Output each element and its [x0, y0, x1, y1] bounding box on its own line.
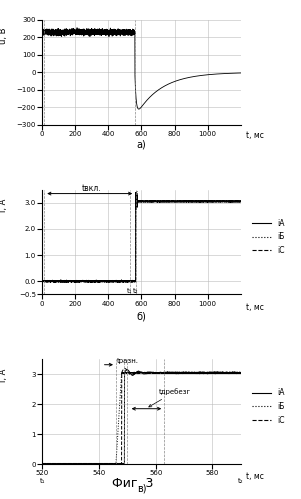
Legend: iА, iБ, iС: iА, iБ, iС — [249, 385, 287, 428]
X-axis label: t, мс: t, мс — [246, 131, 264, 140]
Text: t₂: t₂ — [133, 288, 138, 294]
Y-axis label: u, В: u, В — [0, 27, 8, 44]
Text: tдребезг: tдребезг — [149, 388, 191, 407]
Text: t₁: t₁ — [127, 288, 133, 294]
Text: tразн.: tразн. — [117, 358, 139, 364]
Y-axis label: i, А: i, А — [0, 368, 8, 382]
Legend: iА, iБ, iС: iА, iБ, iС — [249, 216, 287, 258]
X-axis label: t, мс: t, мс — [246, 473, 264, 482]
Text: tвкл.: tвкл. — [82, 184, 102, 193]
Y-axis label: i, А: i, А — [0, 199, 8, 212]
Text: t₂: t₂ — [238, 478, 244, 484]
Text: а): а) — [137, 140, 146, 150]
Text: б): б) — [137, 311, 146, 321]
Text: в): в) — [137, 484, 146, 494]
Text: t₁: t₁ — [39, 478, 45, 484]
X-axis label: t, мс: t, мс — [246, 303, 264, 312]
Text: Фиг. 3: Фиг. 3 — [112, 477, 153, 490]
